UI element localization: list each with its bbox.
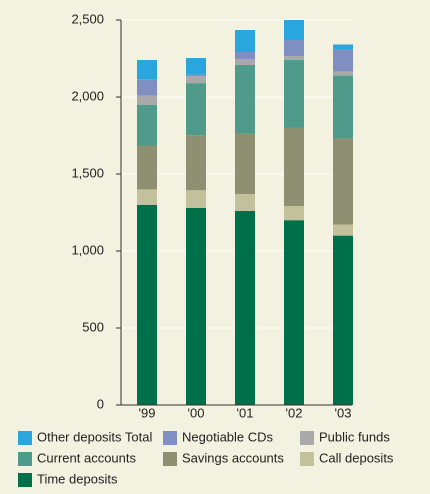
bar-segment [333, 138, 353, 225]
bar-segment [284, 127, 304, 207]
bar-segment [235, 58, 255, 65]
bar-segment [137, 60, 157, 80]
bar-segment [235, 30, 255, 53]
x-tick-label: '03 [335, 405, 352, 420]
bar-segment [235, 64, 255, 134]
bar-segment [284, 40, 304, 57]
bar-segment [137, 145, 157, 190]
legend-swatch [18, 473, 32, 487]
x-tick-label: '02 [286, 405, 303, 420]
legend-swatch [300, 431, 314, 445]
x-tick-label: '99 [139, 405, 156, 420]
legend-swatch [163, 452, 177, 466]
bar-segment [186, 58, 206, 75]
legend-label: Other deposits Total [37, 429, 152, 444]
y-tick-label: 0 [97, 396, 104, 411]
x-tick-label: '00 [188, 405, 205, 420]
bar-segment [137, 104, 157, 146]
x-tick-label: '01 [237, 405, 254, 420]
bar-segment [186, 74, 206, 77]
bar-segment [284, 20, 304, 41]
y-tick-label: 2,000 [71, 88, 104, 103]
bar-segment [284, 220, 304, 405]
y-tick-label: 500 [82, 319, 104, 334]
bar-segment [235, 133, 255, 195]
bar-segment [186, 207, 206, 405]
legend-label: Time deposits [37, 471, 118, 486]
y-tick-label: 1,500 [71, 165, 104, 180]
legend-swatch [163, 431, 177, 445]
bar-segment [333, 71, 353, 76]
bar-segment [333, 235, 353, 405]
bar-segment [137, 189, 157, 205]
legend-label: Savings accounts [182, 450, 284, 465]
legend-swatch [18, 431, 32, 445]
legend-swatch [18, 452, 32, 466]
legend-label: Call deposits [319, 450, 394, 465]
legend-label: Negotiable CDs [182, 429, 274, 444]
bar-segment [235, 194, 255, 211]
y-tick-label: 2,500 [71, 11, 104, 26]
legend-swatch [300, 452, 314, 466]
bar-segment [284, 60, 304, 128]
bar-segment [137, 204, 157, 405]
bar-segment [333, 75, 353, 139]
legend-label: Current accounts [37, 450, 136, 465]
bar-segment [137, 79, 157, 96]
bar-segment [235, 52, 255, 59]
bar-segment [186, 135, 206, 191]
legend-label: Public funds [319, 429, 390, 444]
bar-segment [333, 49, 353, 72]
bar-segment [186, 83, 206, 136]
bar-segment [284, 56, 304, 61]
bar-segment [284, 206, 304, 221]
y-tick-label: 1,000 [71, 242, 104, 257]
bar-segment [186, 76, 206, 84]
bar-segment [333, 44, 353, 50]
bar-segment [186, 190, 206, 208]
bar-segment [137, 95, 157, 105]
bar-segment [333, 224, 353, 236]
bar-segment [235, 210, 255, 405]
